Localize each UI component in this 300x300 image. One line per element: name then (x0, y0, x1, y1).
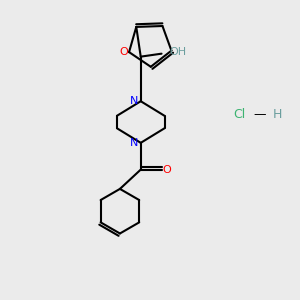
Text: O: O (163, 165, 171, 175)
Text: O: O (119, 47, 128, 57)
Text: H: H (273, 108, 283, 121)
Text: —: — (254, 108, 266, 121)
Text: Cl: Cl (233, 108, 245, 121)
Text: OH: OH (169, 47, 186, 57)
Text: N: N (130, 138, 138, 148)
Text: N: N (130, 96, 138, 106)
